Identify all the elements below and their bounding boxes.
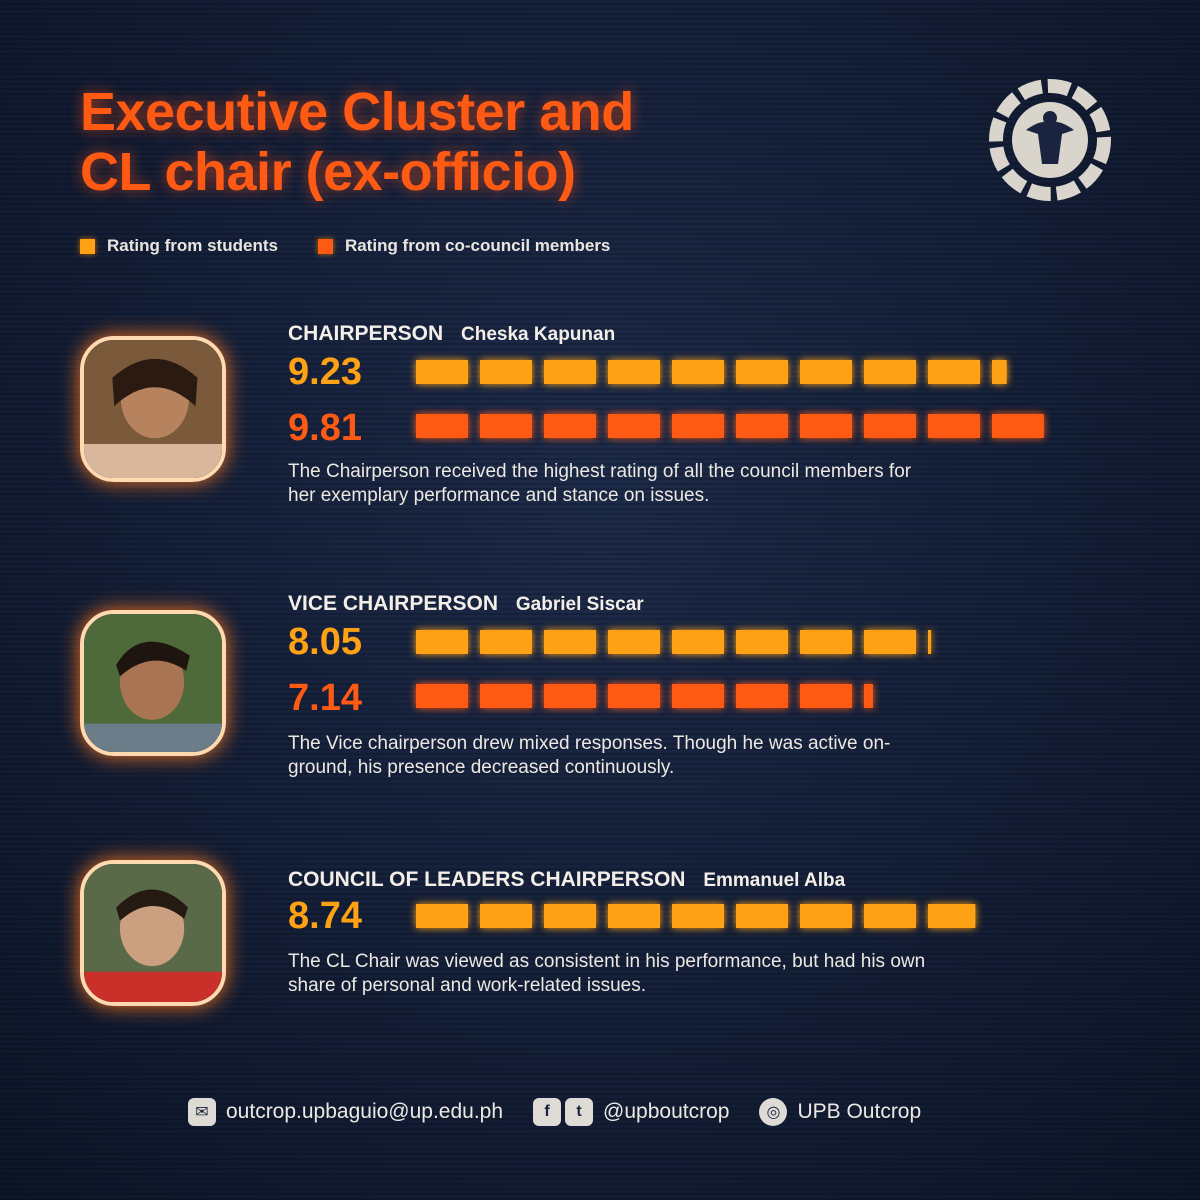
bar-segment (800, 414, 852, 438)
bar-council (416, 684, 873, 708)
bar-segment (416, 360, 468, 384)
facebook-icon[interactable]: f (533, 1098, 562, 1126)
bar-segment (544, 360, 596, 384)
bar-council (416, 414, 1044, 438)
bar-segment (544, 414, 596, 438)
student-score: 8.74 (288, 895, 362, 937)
title-line-2: CL chair (ex-officio) (80, 142, 576, 202)
bar-segment (736, 904, 788, 928)
member-role: VICE CHAIRPERSON (288, 592, 499, 615)
bar-segment (480, 414, 532, 438)
bar-segment (480, 360, 532, 384)
bar-segment (672, 414, 724, 438)
member-description: The CL Chair was viewed as consistent in… (288, 951, 926, 996)
legend-label-students: Rating from students (107, 236, 278, 255)
council-score: 9.81 (288, 407, 362, 449)
legend-item-students: Rating from students (80, 236, 278, 256)
member-role: COUNCIL OF LEADERS CHAIRPERSON (288, 868, 686, 891)
bar-segment (800, 630, 852, 654)
member-name: Emmanuel Alba (703, 870, 846, 891)
bar-segment (864, 684, 873, 708)
bar-segment (992, 414, 1044, 438)
bar-segment (992, 360, 1007, 384)
chart-legend: Rating from students Rating from co-coun… (80, 236, 610, 256)
footer-email[interactable]: ✉ outcrop.upbaguio@up.edu.ph (188, 1098, 503, 1126)
footer-email-text[interactable]: outcrop.upbaguio@up.edu.ph (226, 1100, 504, 1123)
envelope-icon: ✉ (188, 1098, 216, 1126)
avatar-photo-1 (84, 340, 222, 478)
member-role: CHAIRPERSON (288, 322, 444, 345)
bar-segment (800, 904, 852, 928)
bar-segment (928, 904, 976, 928)
bar-segment (864, 414, 916, 438)
bar-segment (416, 684, 468, 708)
avatar-photo-3 (84, 864, 222, 1002)
bar-segment (672, 904, 724, 928)
member-description: The Vice chairperson drew mixed response… (288, 733, 891, 778)
bar-segment (928, 360, 980, 384)
bar-segment (736, 360, 788, 384)
outcrop-logo-icon (989, 79, 1111, 201)
bar-segment (416, 414, 468, 438)
avatar (80, 610, 226, 756)
bar-students (416, 630, 932, 654)
bar-segment (480, 630, 532, 654)
bar-segment (736, 684, 788, 708)
bar-segment (544, 904, 596, 928)
title-line-1: Executive Cluster and (80, 82, 634, 142)
bar-segment (800, 684, 852, 708)
twitter-icon[interactable]: t (565, 1098, 594, 1126)
bar-segment (480, 684, 532, 708)
avatar (80, 336, 226, 482)
bar-segment (928, 414, 980, 438)
avatar-photo-2 (84, 614, 222, 752)
bar-segment (608, 630, 660, 654)
avatar (80, 860, 226, 1006)
student-score: 8.05 (288, 621, 362, 663)
council-score: 7.14 (288, 677, 362, 719)
footer-instagram-text[interactable]: UPB Outcrop (797, 1100, 922, 1123)
student-score: 9.23 (288, 351, 362, 393)
footer: ✉ outcrop.upbaguio@up.edu.ph f t @upbout… (188, 1098, 921, 1126)
member-description: The Chairperson received the highest rat… (288, 461, 912, 506)
footer-social-text[interactable]: @upboutcrop (603, 1100, 730, 1123)
member-heading: VICE CHAIRPERSON Gabriel Siscar (288, 592, 644, 616)
member-heading: CHAIRPERSON Cheska Kapunan (288, 322, 615, 346)
bar-segment (608, 684, 660, 708)
member-heading: COUNCIL OF LEADERS CHAIRPERSON Emmanuel … (288, 868, 845, 892)
footer-social[interactable]: f t @upboutcrop (533, 1098, 729, 1126)
bar-students (416, 360, 1007, 384)
bar-segment (672, 630, 724, 654)
bar-segment (928, 630, 932, 654)
page-title: Executive Cluster and CL chair (ex-offic… (80, 82, 634, 202)
bar-segment (672, 684, 724, 708)
bar-segment (864, 630, 916, 654)
legend-item-council: Rating from co-council members (317, 236, 611, 256)
bar-segment (864, 904, 916, 928)
member-name: Gabriel Siscar (515, 594, 644, 615)
legend-swatch-students (80, 238, 95, 254)
bar-segment (416, 904, 468, 928)
bar-students (416, 904, 976, 928)
bar-segment (416, 630, 468, 654)
legend-swatch-council (317, 238, 333, 254)
bar-segment (480, 904, 532, 928)
bar-segment (608, 904, 660, 928)
footer-instagram[interactable]: ◎ UPB Outcrop (759, 1098, 921, 1126)
bar-segment (672, 360, 724, 384)
bar-segment (864, 360, 916, 384)
bar-segment (544, 684, 596, 708)
bar-segment (608, 414, 660, 438)
bar-segment (800, 360, 852, 384)
bar-segment (544, 630, 596, 654)
legend-label-council: Rating from co-council members (344, 236, 611, 255)
instagram-icon[interactable]: ◎ (759, 1098, 788, 1126)
bar-segment (736, 630, 788, 654)
member-name: Cheska Kapunan (461, 324, 616, 345)
bar-segment (608, 360, 660, 384)
bar-segment (736, 414, 788, 438)
